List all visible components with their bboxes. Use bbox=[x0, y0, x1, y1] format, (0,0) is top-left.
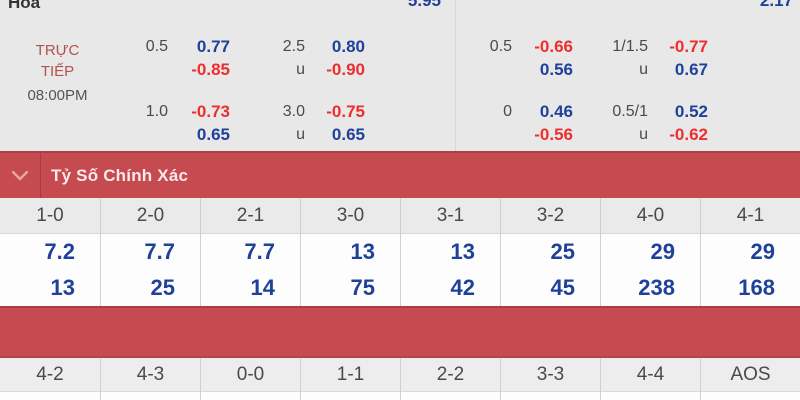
odds-button[interactable]: 0.46 bbox=[539, 102, 573, 121]
draw-column-label: Hóa bbox=[8, 0, 41, 12]
odds-button[interactable]: -0.77 bbox=[669, 37, 708, 56]
kickoff-time: 08:00PM bbox=[27, 87, 88, 104]
correct-score-grid: 1-0 7.2 13 2-0 7.7 25 2-1 7.7 14 3-0 13 75 3… bbox=[0, 198, 800, 306]
score-column: 2-0 7.7 25 bbox=[100, 198, 200, 306]
score-column: 3-2 25 45 bbox=[500, 198, 600, 306]
score-odds-button[interactable]: 14 bbox=[250, 275, 275, 300]
odds-button[interactable]: -0.90 bbox=[326, 60, 365, 79]
score-odds-button[interactable]: 13 bbox=[350, 239, 375, 264]
handicap-label: 0.5/1 bbox=[612, 103, 648, 120]
odds-button[interactable]: -0.73 bbox=[191, 102, 230, 121]
score-header: 4-4 bbox=[601, 358, 700, 392]
live-label-line2: TIẾP bbox=[40, 63, 75, 80]
correct-score-grid-row2: 4-2 4-3 0-0 1-1 2-2 3-3 4-4 AOS bbox=[0, 358, 800, 400]
handicap-label: u bbox=[639, 126, 648, 143]
score-odds-button[interactable]: 45 bbox=[550, 275, 575, 300]
score-column: 3-3 bbox=[500, 358, 600, 400]
collapse-toggle[interactable] bbox=[0, 153, 40, 198]
odds-button[interactable]: 0.65 bbox=[196, 125, 230, 144]
score-column: 0-0 bbox=[200, 358, 300, 400]
score-odds-button[interactable]: 13 bbox=[450, 239, 475, 264]
score-header: 0-0 bbox=[201, 358, 300, 392]
odds-button[interactable]: -0.85 bbox=[191, 60, 230, 79]
odds-group-divider bbox=[455, 0, 456, 151]
odds-button[interactable]: -0.56 bbox=[534, 125, 573, 144]
odds-button[interactable]: -0.75 bbox=[326, 102, 365, 121]
score-column: 4-0 29 238 bbox=[600, 198, 700, 306]
score-column: 2-2 bbox=[400, 358, 500, 400]
score-odds-button[interactable]: 25 bbox=[550, 239, 575, 264]
score-odds-button[interactable]: 25 bbox=[150, 275, 175, 300]
handicap-label: u bbox=[296, 126, 305, 143]
score-header: 3-3 bbox=[501, 358, 600, 392]
odds-button[interactable]: 0.80 bbox=[331, 37, 365, 56]
score-odds-button[interactable]: 42 bbox=[450, 275, 475, 300]
score-header: 4-3 bbox=[101, 358, 200, 392]
odds-button[interactable]: -0.62 bbox=[669, 125, 708, 144]
score-column: 1-1 bbox=[300, 358, 400, 400]
score-odds-button[interactable]: 7.2 bbox=[44, 239, 75, 264]
score-header: AOS bbox=[701, 358, 800, 392]
match-info-block: TRỰC TIẾP 08:00PM bbox=[0, 40, 115, 106]
score-header: 4-0 bbox=[601, 198, 700, 234]
odds-button[interactable]: 0.77 bbox=[196, 37, 230, 56]
odds-button[interactable]: -0.66 bbox=[534, 37, 573, 56]
odds-button[interactable]: 0.67 bbox=[674, 60, 708, 79]
handicap-label: 1.0 bbox=[145, 103, 168, 120]
score-header: 4-1 bbox=[701, 198, 800, 234]
score-header: 3-2 bbox=[501, 198, 600, 234]
section-title: Tỷ Số Chính Xác bbox=[51, 165, 189, 185]
handicap-label: u bbox=[296, 61, 305, 78]
clipped-odd-right[interactable]: 2.17 bbox=[759, 0, 793, 10]
handicap-label: 1/1.5 bbox=[612, 38, 648, 55]
handicap-label: 0 bbox=[503, 103, 512, 120]
score-header: 2-2 bbox=[401, 358, 500, 392]
handicap-label: u bbox=[639, 61, 648, 78]
score-header: 2-1 bbox=[201, 198, 300, 234]
correct-score-section-header[interactable]: Tỷ Số Chính Xác bbox=[0, 151, 800, 198]
odds-button[interactable]: 0.65 bbox=[331, 125, 365, 144]
handicap-label: 3.0 bbox=[282, 103, 305, 120]
handicap-label: 2.5 bbox=[282, 38, 305, 55]
score-header: 3-0 bbox=[301, 198, 400, 234]
score-odds-button[interactable]: 238 bbox=[638, 275, 675, 300]
score-header: 2-0 bbox=[101, 198, 200, 234]
banner-separator bbox=[40, 153, 41, 198]
score-odds-button[interactable]: 7.7 bbox=[244, 239, 275, 264]
score-header: 1-1 bbox=[301, 358, 400, 392]
chevron-down-icon bbox=[12, 170, 28, 180]
score-column: 4-3 bbox=[100, 358, 200, 400]
score-odds-button[interactable]: 75 bbox=[350, 275, 375, 300]
score-column: 3-0 13 75 bbox=[300, 198, 400, 306]
score-header: 3-1 bbox=[401, 198, 500, 234]
odds-button[interactable]: 0.52 bbox=[674, 102, 708, 121]
score-column: AOS bbox=[700, 358, 800, 400]
section-band[interactable] bbox=[0, 306, 800, 358]
score-odds-button[interactable]: 29 bbox=[750, 239, 775, 264]
score-odds-button[interactable]: 29 bbox=[650, 239, 675, 264]
score-column: 2-1 7.7 14 bbox=[200, 198, 300, 306]
score-column: 4-2 bbox=[0, 358, 100, 400]
odds-button[interactable]: 0.56 bbox=[539, 60, 573, 79]
handicap-label: 0.5 bbox=[145, 38, 168, 55]
score-column: 3-1 13 42 bbox=[400, 198, 500, 306]
match-odds-section: Hóa 5.95 2.17 TRỰC TIẾP 08:00PM 0.5 0.77… bbox=[0, 0, 800, 151]
handicap-label: 0.5 bbox=[489, 38, 512, 55]
live-label-line1: TRỰC bbox=[35, 42, 80, 59]
score-header: 1-0 bbox=[0, 198, 100, 234]
score-column: 4-1 29 168 bbox=[700, 198, 800, 306]
score-header: 4-2 bbox=[0, 358, 100, 392]
clipped-odd-center[interactable]: 5.95 bbox=[407, 0, 441, 10]
score-odds-button[interactable]: 13 bbox=[50, 275, 75, 300]
score-column: 1-0 7.2 13 bbox=[0, 198, 100, 306]
score-odds-button[interactable]: 168 bbox=[738, 275, 775, 300]
score-odds-button[interactable]: 7.7 bbox=[144, 239, 175, 264]
score-column: 4-4 bbox=[600, 358, 700, 400]
